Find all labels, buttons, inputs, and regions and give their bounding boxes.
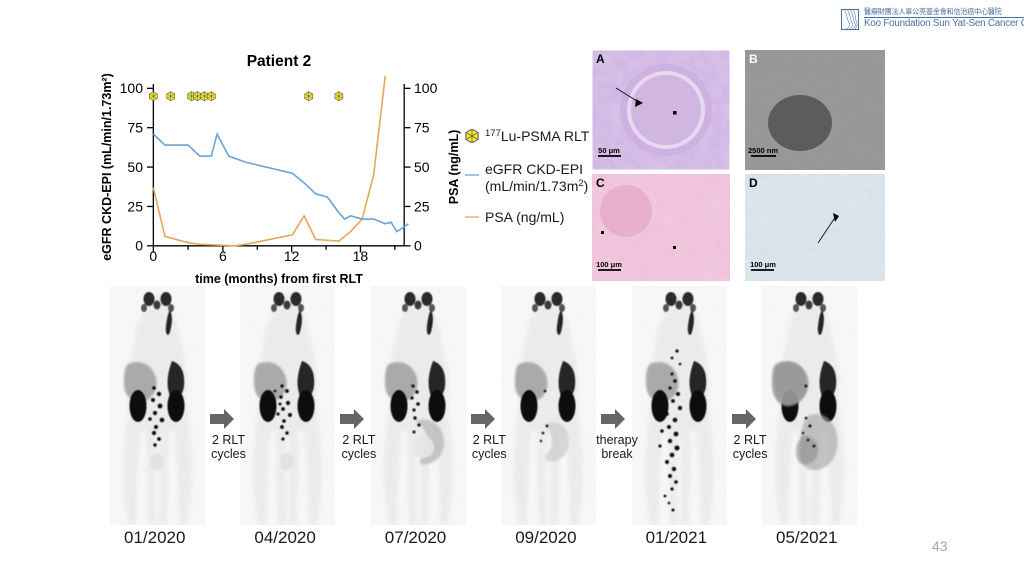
svg-text:6: 6 [219, 248, 227, 264]
svg-text:C: C [596, 176, 605, 190]
svg-text:100 μm: 100 μm [596, 260, 622, 269]
svg-text:0: 0 [149, 248, 157, 264]
svg-text:eGFR CKD-EPI (mL/min/1.73m²): eGFR CKD-EPI (mL/min/1.73m²) [100, 73, 114, 261]
svg-text:12: 12 [284, 248, 300, 264]
svg-text:25: 25 [127, 198, 143, 214]
svg-text:0: 0 [135, 238, 143, 254]
svg-text:2500 nm: 2500 nm [748, 146, 778, 155]
svg-text:A: A [596, 52, 605, 66]
svg-text:75: 75 [127, 120, 143, 136]
svg-text:B: B [749, 52, 758, 66]
svg-text:100: 100 [414, 80, 438, 96]
svg-text:PSA (ng/mL): PSA (ng/mL) [447, 130, 461, 205]
svg-text:Patient 2: Patient 2 [247, 53, 312, 70]
svg-text:D: D [749, 176, 758, 190]
svg-text:50 μm: 50 μm [598, 146, 620, 155]
svg-text:25: 25 [414, 198, 430, 214]
svg-text:100 μm: 100 μm [750, 260, 776, 269]
svg-text:75: 75 [414, 120, 430, 136]
svg-text:50: 50 [414, 159, 430, 175]
svg-text:50: 50 [127, 159, 143, 175]
svg-text:18: 18 [353, 248, 369, 264]
svg-text:time (months) from first RLT: time (months) from first RLT [195, 272, 363, 286]
svg-text:0: 0 [414, 238, 422, 254]
svg-text:100: 100 [120, 80, 144, 96]
